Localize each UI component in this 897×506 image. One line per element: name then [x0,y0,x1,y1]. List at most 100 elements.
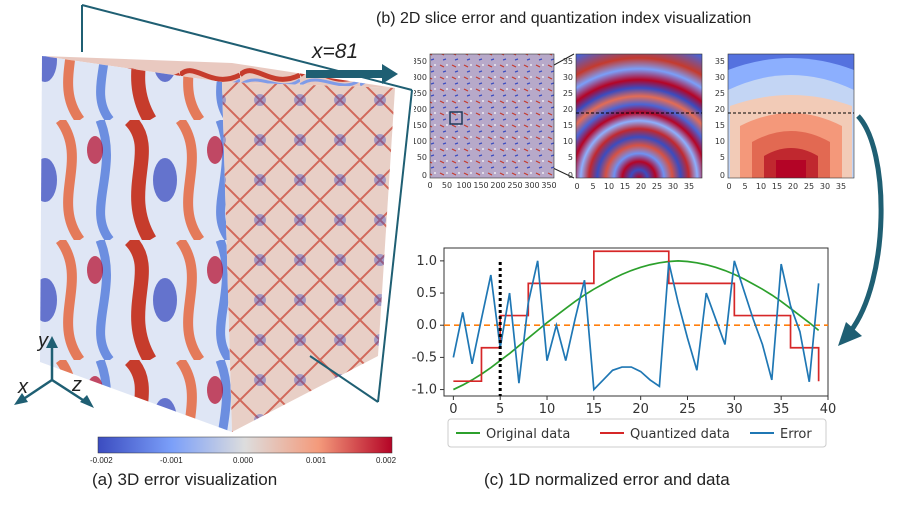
slice-arrow [306,64,398,84]
xtick: 20 [636,182,646,191]
zoom-index-plot: 35 30 25 20 15 10 5 0 0 5 10 15 20 25 30… [715,53,855,191]
cube-top-face [42,56,395,88]
flow-arrow-head [838,322,862,346]
xtick-label: 5 [496,402,504,417]
xtick: 20 [788,182,798,191]
zoom-index-frame [727,53,855,179]
axis-x-head [14,393,28,405]
ytick: 5 [568,153,573,162]
ytick: 20 [715,105,725,114]
xtick: 25 [804,182,814,191]
legend-label-quantized: Quantized data [630,427,730,442]
slice-plane-edge-2 [377,89,413,403]
xtick: 0 [427,181,432,190]
cbar-tick: -0.002 [90,456,113,465]
xtick: 200 [490,181,505,190]
xtick: 35 [684,182,694,191]
xtick: 150 [473,181,488,190]
full-slice-plot: 350 300 250 200 150 100 50 0 0 50 100 15… [414,53,557,190]
ytick-label: -0.5 [412,350,437,365]
ytick: 250 [414,89,427,98]
plot-area [443,247,829,397]
caption-b: (b) 2D slice error and quantization inde… [376,10,752,27]
xtick-label: 40 [820,402,837,417]
legend-label-original: Original data [486,427,570,442]
xtick-label: 25 [679,402,696,417]
xtick: 350 [541,181,556,190]
axis-z-label: z [72,374,82,396]
axis-x-label: x [18,376,28,398]
xtick: 0 [574,182,579,191]
ytick: 15 [715,121,725,130]
xtick: 15 [772,182,782,191]
legend-label-error: Error [780,427,812,442]
xtick-label: 0 [449,402,457,417]
xtick: 35 [836,182,846,191]
ytick: 25 [563,89,573,98]
xtick-label: 15 [586,402,603,417]
ytick: 100 [414,137,427,146]
xtick: 50 [442,181,452,190]
caption-a: (a) 3D error visualization [92,470,278,489]
axis-y-head [46,336,58,348]
ytick: 30 [563,73,573,82]
ytick: 150 [414,121,427,130]
xtick-label: 10 [539,402,556,417]
xtick: 5 [742,182,747,191]
xtick: 25 [652,182,662,191]
series-line-original-data [452,260,820,391]
cbar-tick: 0.002 [376,456,397,465]
zoom-box [449,111,463,125]
xtick: 5 [590,182,595,191]
xtick: 10 [756,182,766,191]
ytick-label: 0.0 [416,318,437,333]
line-chart: 1.0 0.5 0.0 -0.5 -1.0 0 5 10 15 20 25 30 35 40 Origi… [412,247,837,448]
cube-front-face [40,56,232,432]
ytick: 15 [563,121,573,130]
xtick: 30 [820,182,830,191]
ytick: 25 [715,89,725,98]
ytick: 10 [715,137,725,146]
axis-z-head [80,395,94,408]
cbar-tick: 0.001 [306,456,327,465]
xtick: 15 [620,182,630,191]
ytick-label: 1.0 [416,254,437,269]
ytick: 50 [417,153,427,162]
colorbar [97,436,393,454]
ytick-label: -1.0 [412,383,437,398]
cube-side-face [222,82,395,432]
ytick: 20 [563,105,573,114]
ytick: 300 [414,73,427,82]
ytick: 0 [422,171,427,180]
cbar-tick: -0.001 [160,456,183,465]
ytick: 35 [563,57,573,66]
ytick: 30 [715,73,725,82]
xtick: 30 [668,182,678,191]
full-slice-image [429,53,555,179]
zoom-error-plot: 35 30 25 20 15 10 5 0 0 5 10 15 20 25 30… [563,53,703,191]
ytick: 35 [715,57,725,66]
series-line-quantized-data [453,250,820,383]
zoom-error-image [575,53,703,179]
ytick: 5 [720,153,725,162]
colorbar-ticks: -0.002 -0.001 0.000 0.001 0.002 [90,456,396,470]
xtick: 100 [456,181,471,190]
legend-box [447,418,827,448]
index-level-7 [776,160,806,178]
cbar-tick: 0.000 [233,456,254,465]
axis-y-label: y [38,330,48,352]
slice-label: x=81 [312,40,359,63]
xtick-label: 35 [773,402,790,417]
axis-x-arrow [21,378,53,402]
xtick: 300 [524,181,539,190]
ytick: 0 [568,171,573,180]
slice-plane-edge-3 [309,355,379,403]
xtick-label: 30 [726,402,743,417]
xtick: 250 [507,181,522,190]
caption-c: (c) 1D normalized error and data [484,470,730,489]
ytick: 350 [414,57,427,66]
xtick: 0 [726,182,731,191]
ytick-label: 0.5 [416,286,437,301]
xtick: 10 [604,182,614,191]
